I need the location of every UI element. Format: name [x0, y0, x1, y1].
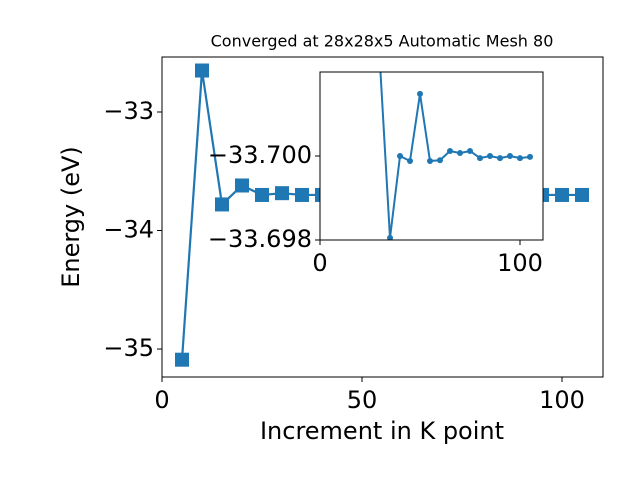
- x-axis-label: Increment in K point: [260, 417, 504, 445]
- data-point: [377, 61, 383, 67]
- data-point: [467, 147, 473, 154]
- data-point: [255, 187, 269, 202]
- data-point: [235, 178, 249, 193]
- data-point: [477, 155, 483, 162]
- data-point: [447, 147, 453, 154]
- data-point: [295, 187, 309, 202]
- data-point: [575, 187, 589, 202]
- plot-area: [377, 61, 533, 240]
- x-tick-label: 100: [497, 249, 543, 277]
- data-point: [487, 153, 493, 159]
- data-point: [497, 155, 503, 162]
- data-point: [457, 150, 463, 157]
- data-point: [555, 187, 569, 202]
- chart-title: Converged at 28x28x5 Automatic Mesh 80: [211, 32, 554, 51]
- data-point: [517, 155, 523, 162]
- y-axis-label: Energy (eV): [57, 146, 85, 288]
- data-point: [275, 186, 289, 201]
- axes-frame: [161, 56, 604, 378]
- y-tick-label: −34: [103, 216, 154, 244]
- data-point: [195, 63, 209, 78]
- x-tick-label: 50: [347, 386, 378, 414]
- data-point: [427, 158, 433, 165]
- data-point: [417, 90, 423, 97]
- data-point: [215, 197, 229, 212]
- data-point: [527, 153, 533, 160]
- x-tick-label: 0: [312, 249, 327, 277]
- data-point: [387, 234, 393, 240]
- data-point: [175, 352, 189, 367]
- data-point: [407, 158, 413, 165]
- x-tick-label: 100: [539, 386, 585, 414]
- y-tick-label: −33.700: [208, 141, 312, 169]
- y-tick-label: −33.698: [208, 225, 312, 253]
- x-tick-label: 0: [154, 386, 169, 414]
- data-point: [397, 153, 403, 159]
- data-point: [437, 157, 443, 164]
- data-line: [379, 72, 531, 239]
- y-tick-label: −35: [103, 334, 154, 362]
- y-tick-label: −33: [103, 97, 154, 125]
- data-point: [507, 153, 513, 159]
